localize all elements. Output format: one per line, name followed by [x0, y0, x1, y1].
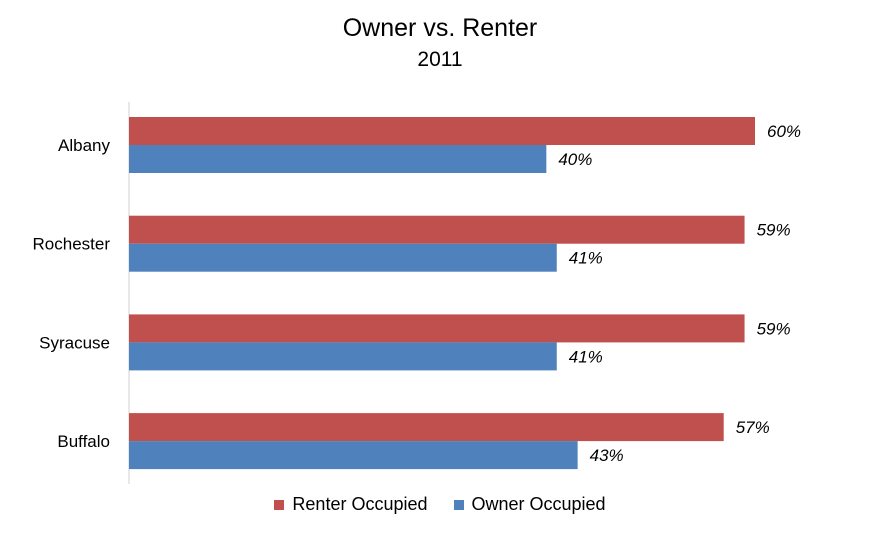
data-label-owner-buffalo: 43%: [590, 446, 624, 465]
legend-swatch-renter: [274, 499, 285, 510]
chart-subtitle: 2011: [417, 48, 463, 71]
bar-renter-syracuse: [129, 314, 745, 343]
legend-label-renter: Renter Occupied: [292, 494, 428, 514]
chart-title: Owner vs. Renter: [342, 14, 538, 42]
category-label-albany: Albany: [58, 136, 110, 155]
legend-item-renter: Renter Occupied: [274, 494, 428, 515]
bar-owner-rochester: [129, 243, 557, 272]
bar-renter-rochester: [129, 215, 745, 244]
data-label-renter-albany: 60%: [767, 122, 801, 141]
data-label-renter-syracuse: 59%: [757, 319, 791, 338]
legend-swatch-owner: [453, 499, 464, 510]
bar-renter-albany: [129, 117, 755, 145]
data-label-owner-rochester: 41%: [569, 249, 603, 268]
category-label-syracuse: Syracuse: [39, 333, 110, 352]
data-label-renter-buffalo: 57%: [736, 418, 770, 437]
bar-owner-buffalo: [129, 441, 578, 470]
bar-renter-buffalo: [129, 413, 724, 442]
bar-owner-syracuse: [129, 342, 557, 371]
data-label-renter-rochester: 59%: [757, 221, 791, 240]
legend: Renter Occupied Owner Occupied: [0, 494, 880, 515]
bar-owner-albany: [129, 145, 547, 173]
data-label-owner-syracuse: 41%: [569, 347, 603, 366]
legend-item-owner: Owner Occupied: [453, 494, 606, 515]
data-label-owner-albany: 40%: [558, 150, 592, 169]
category-label-buffalo: Buffalo: [57, 432, 110, 451]
category-label-rochester: Rochester: [33, 235, 111, 254]
legend-label-owner: Owner Occupied: [471, 494, 606, 514]
